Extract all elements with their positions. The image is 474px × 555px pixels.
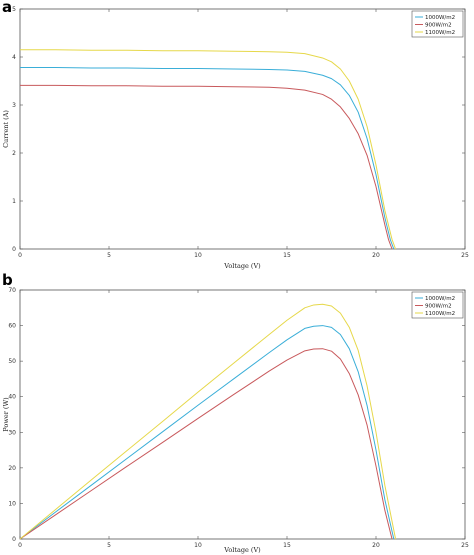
series-line-1000w-m2	[19, 325, 395, 540]
x-tick-label: 15	[283, 252, 291, 259]
legend-entry: 1100W/m2	[425, 30, 455, 36]
x-tick-label: 15	[283, 542, 291, 549]
y-tick-label: 1	[12, 198, 16, 205]
plot-frame	[19, 289, 466, 540]
chart-panel-b: b 0 5 10 15 20 25 0 10 20 30 40 50 60 70 Voltage (V) Pow…	[2, 271, 469, 554]
x-tick-label: 10	[194, 542, 202, 549]
x-tick-label: 5	[107, 542, 111, 549]
y-tick-label: 50	[8, 358, 16, 365]
x-tick-label: 5	[107, 252, 111, 259]
y-tick-label: 4	[12, 54, 16, 61]
y-tick-label: 40	[8, 394, 16, 401]
x-tick-label: 0	[18, 252, 22, 259]
legend-entry: 900W/m2	[425, 23, 452, 29]
panel-letter: b	[2, 271, 13, 289]
chart-panel-a: a 0 5 10 15 20 25 0 1 2 3 4 5 Voltage (V) Current (A) 1…	[2, 0, 469, 270]
legend-entry: 1000W/m2	[425, 15, 455, 21]
series-line-1100w-m2	[20, 49, 397, 250]
legend-entry: 1100W/m2	[425, 311, 455, 317]
y-tick-label: 30	[8, 429, 16, 436]
series-line-1100w-m2	[19, 303, 397, 540]
y-tick-label: 5	[12, 6, 16, 13]
series-line-1000w-m2	[20, 67, 395, 250]
y-axis-label: Power (W)	[2, 397, 10, 432]
x-tick-label: 20	[372, 252, 380, 259]
series-line-900w-m2	[19, 348, 393, 540]
y-tick-label: 2	[12, 150, 16, 157]
plot-frame	[19, 8, 466, 250]
y-axis-label: Current (A)	[2, 110, 10, 148]
y-tick-label: 0	[12, 246, 16, 253]
legend-entry: 1000W/m2	[425, 296, 455, 302]
x-tick-label: 25	[461, 542, 469, 549]
series-line-900w-m2	[20, 84, 393, 250]
panel-letter: a	[2, 0, 12, 16]
y-tick-label: 20	[8, 465, 16, 472]
x-axis-label: Voltage (V)	[223, 262, 261, 270]
y-tick-label: 0	[12, 536, 16, 543]
y-tick-label: 10	[8, 500, 16, 507]
y-tick-label: 60	[8, 323, 16, 330]
x-axis-label: Voltage (V)	[223, 546, 261, 554]
x-tick-label: 10	[194, 252, 202, 259]
y-tick-label: 3	[12, 102, 16, 109]
x-tick-label: 20	[372, 542, 380, 549]
y-tick-label: 70	[8, 287, 16, 294]
legend-entry: 900W/m2	[425, 304, 452, 310]
x-tick-label: 25	[461, 252, 469, 259]
x-tick-label: 0	[18, 542, 22, 549]
